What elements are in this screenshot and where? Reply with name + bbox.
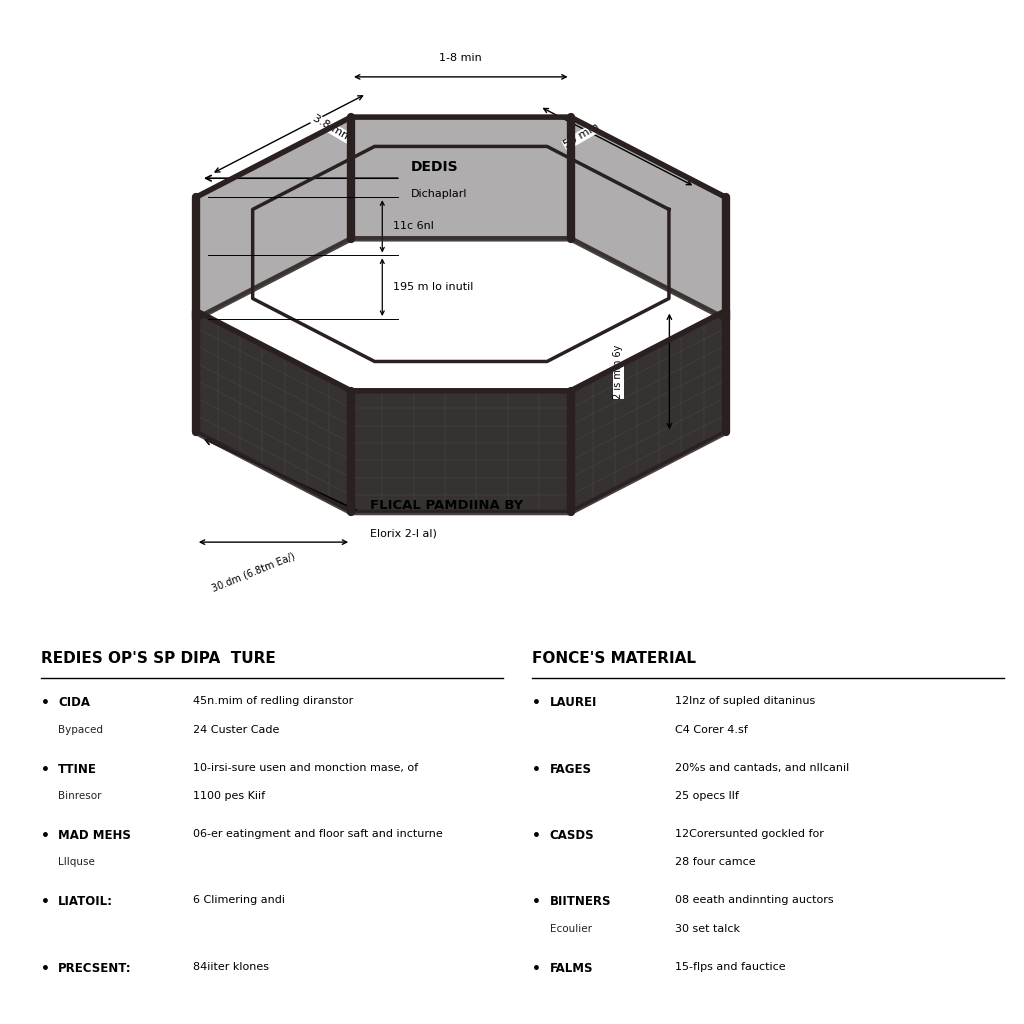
Text: •: • [41,962,49,976]
Text: •: • [41,895,49,909]
Text: FONCE'S MATERIAL: FONCE'S MATERIAL [532,651,696,666]
Text: 10-irsi-sure usen and monction mase, of: 10-irsi-sure usen and monction mase, of [193,763,418,773]
Text: 06-er eatingment and floor saft and incturne: 06-er eatingment and floor saft and inct… [193,829,442,839]
Text: Ecoulier: Ecoulier [550,924,592,934]
Text: 2 is mm 6y: 2 is mm 6y [613,344,624,398]
Text: PRECSENT:: PRECSENT: [58,962,132,975]
Text: CASDS: CASDS [550,829,594,842]
Text: DEDIS: DEDIS [411,160,459,174]
Text: FAGES: FAGES [550,763,592,776]
Text: 30 set talck: 30 set talck [675,924,739,934]
Polygon shape [570,117,726,318]
Text: 11c 6nl: 11c 6nl [392,221,433,231]
Text: •: • [532,895,541,909]
Text: •: • [532,829,541,843]
Text: 6 Climering andi: 6 Climering andi [193,895,285,905]
Text: FLICAL PAMDIINA BY: FLICAL PAMDIINA BY [370,499,523,512]
Text: CIDA: CIDA [58,696,90,710]
Text: •: • [532,763,541,777]
Text: 195 m lo inutil: 195 m lo inutil [392,283,473,292]
Text: FALMS: FALMS [550,962,593,975]
Text: 24 Custer Cade: 24 Custer Cade [193,725,280,735]
Polygon shape [196,310,351,512]
Text: Dichaplarl: Dichaplarl [411,189,467,200]
Text: Binresor: Binresor [58,792,101,801]
Text: •: • [532,696,541,711]
Text: 45n.mim of redling diranstor: 45n.mim of redling diranstor [193,696,353,707]
Text: MAD MEHS: MAD MEHS [58,829,131,842]
Text: Bypaced: Bypaced [58,725,103,735]
Text: LAUREI: LAUREI [550,696,597,710]
Polygon shape [570,310,726,512]
Text: 3.8 mm: 3.8 mm [310,114,353,143]
Polygon shape [351,117,570,239]
Text: BIITNERS: BIITNERS [550,895,611,908]
Text: 84iiter klones: 84iiter klones [193,962,269,972]
Text: Lllquse: Lllquse [58,857,95,867]
Text: 08 eeath andinnting auctors: 08 eeath andinnting auctors [675,895,834,905]
Text: 30.dm (6.8tm Ea/): 30.dm (6.8tm Ea/) [210,551,296,593]
Text: 15-flps and fauctice: 15-flps and fauctice [675,962,785,972]
Text: 12Corersunted gockled for: 12Corersunted gockled for [675,829,823,839]
Text: 20%s and cantads, and nllcanil: 20%s and cantads, and nllcanil [675,763,849,773]
Text: TTINE: TTINE [58,763,97,776]
Polygon shape [351,391,570,512]
Text: •: • [532,962,541,976]
Text: •: • [41,829,49,843]
Text: 1-8 min: 1-8 min [439,53,482,62]
Text: 28 four camce: 28 four camce [675,857,756,867]
Text: 12lnz of supled ditaninus: 12lnz of supled ditaninus [675,696,815,707]
Text: C4 Corer 4.sf: C4 Corer 4.sf [675,725,748,735]
Text: 1100 pes Kiif: 1100 pes Kiif [193,792,265,801]
Text: •: • [41,763,49,777]
Text: 50 mm: 50 mm [562,122,601,151]
Text: REDIES OP'S SP DIPA  TURE: REDIES OP'S SP DIPA TURE [41,651,275,666]
Text: 25 opecs llf: 25 opecs llf [675,792,738,801]
Text: Elorix 2-l al): Elorix 2-l al) [370,528,437,538]
Polygon shape [196,117,351,318]
Text: LIATOIL:: LIATOIL: [58,895,114,908]
Text: •: • [41,696,49,711]
